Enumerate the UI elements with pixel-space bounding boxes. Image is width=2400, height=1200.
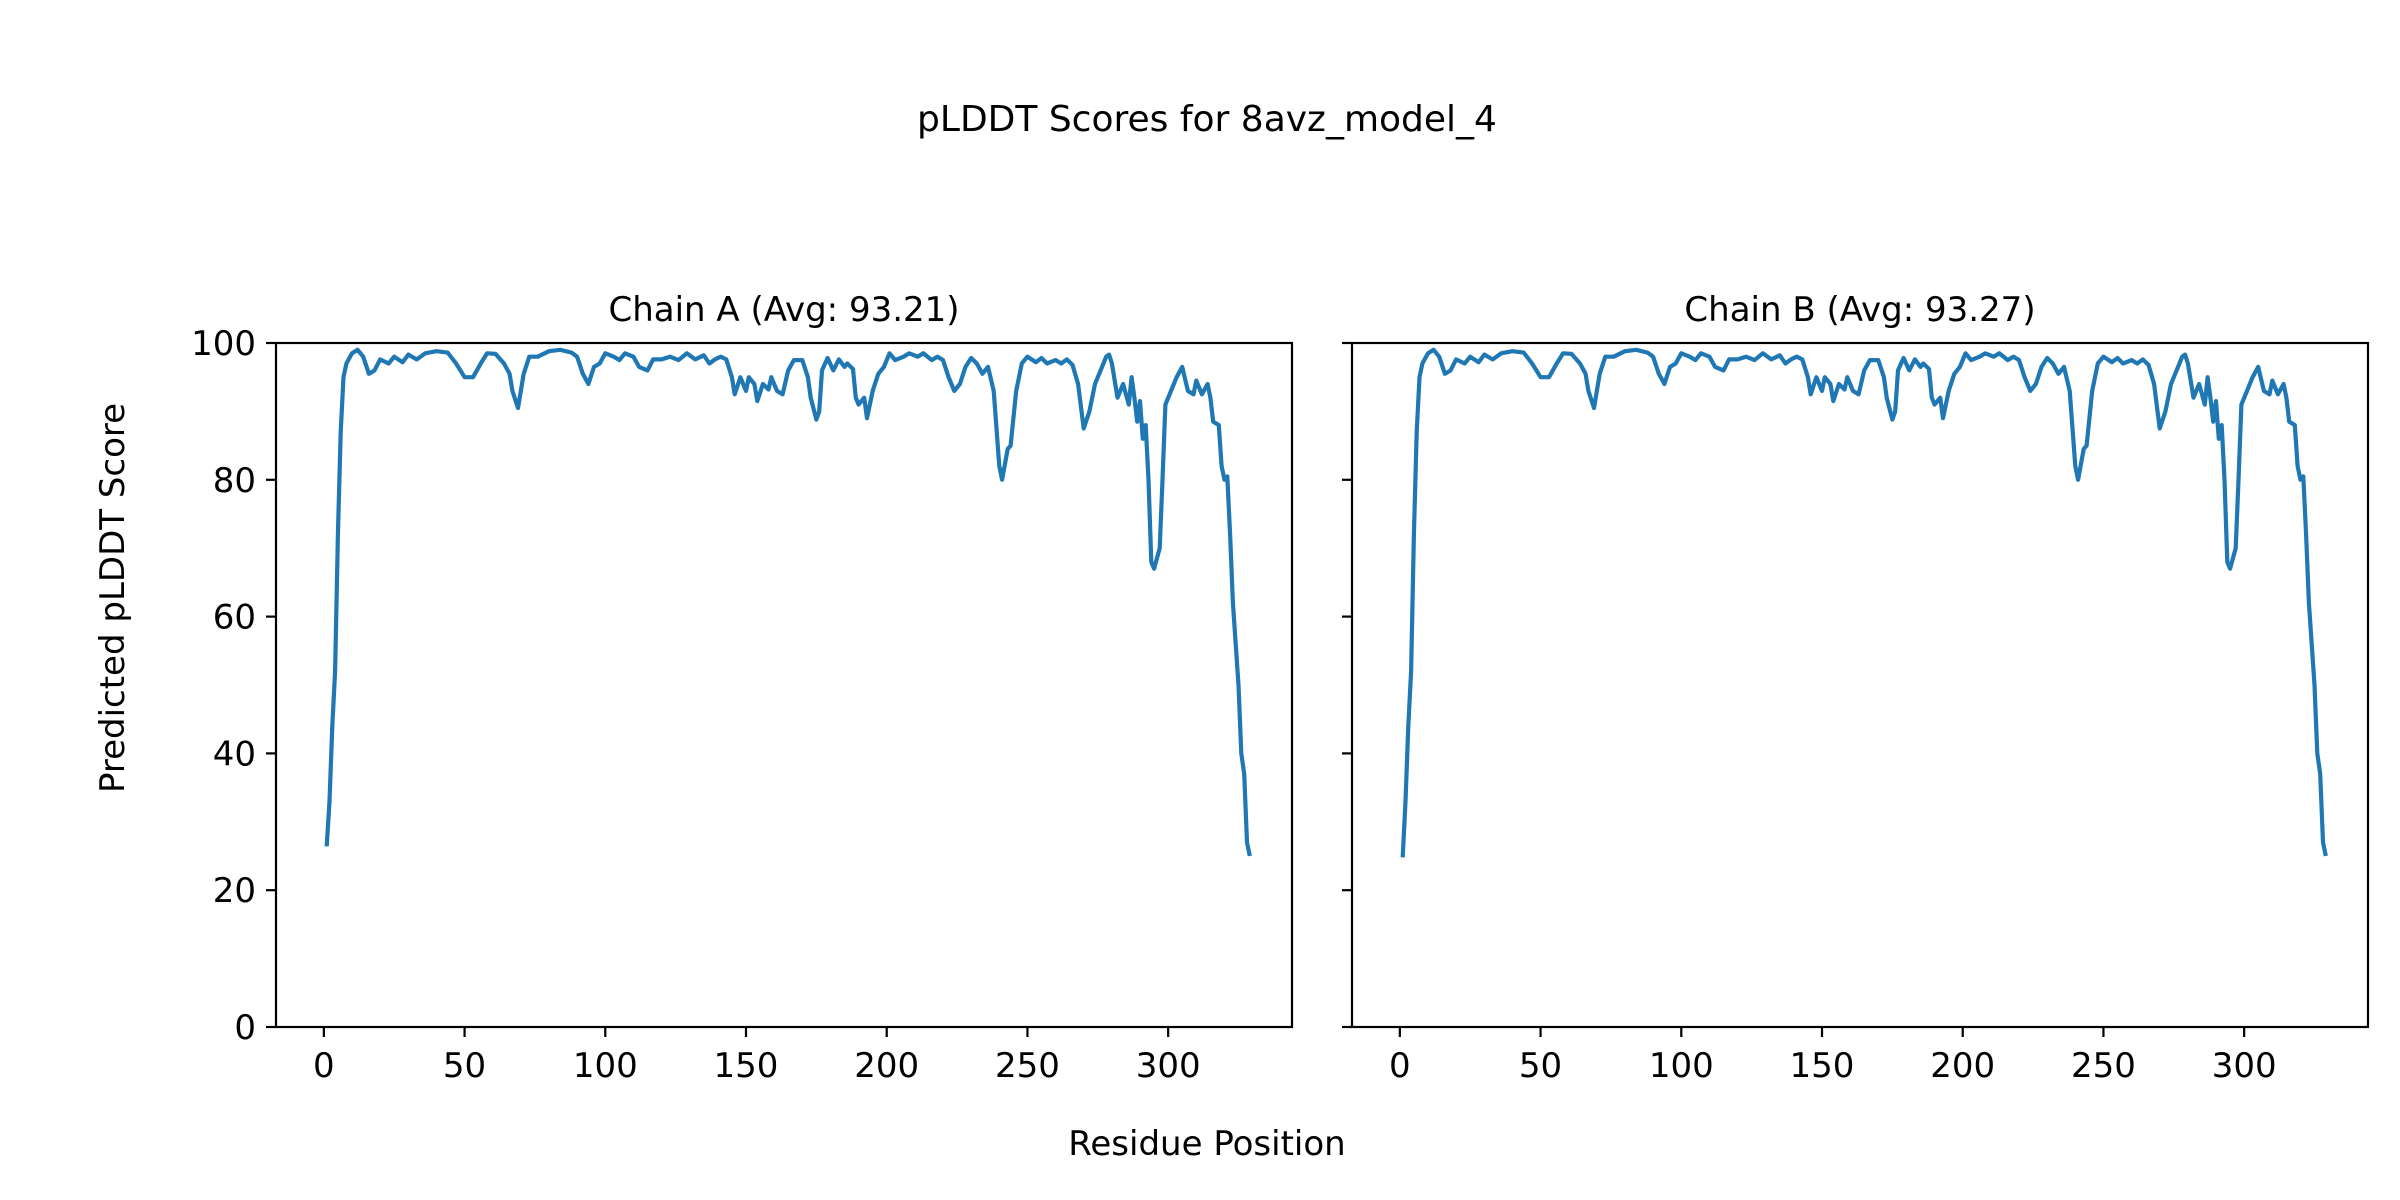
plddt-line [1400,347,2328,858]
x-tick-label: 100 [573,1046,638,1086]
x-tick-label: 100 [1649,1046,1714,1086]
y-tick-label: 40 [213,734,256,774]
x-tick-label: 150 [1790,1046,1855,1086]
axes-frame [274,341,1294,1029]
y-tick-label: 0 [234,1008,256,1048]
x-tick-label: 300 [1136,1046,1201,1086]
y-axis-label: Predicted pLDDT Score [93,403,133,793]
x-tick-label: 200 [854,1046,919,1086]
x-tick-label: 250 [2071,1046,2136,1086]
y-tick-label: 20 [213,871,256,911]
x-tick-label: 300 [2212,1046,2277,1086]
y-tick-label: 60 [213,598,256,638]
x-tick-label: 200 [1930,1046,1995,1086]
x-tick-label: 50 [443,1046,486,1086]
figure-title: pLDDT Scores for 8avz_model_4 [917,99,1497,140]
x-tick-label: 0 [313,1046,335,1086]
chart-panel-1: Chain A (Avg: 93.21) 0 50 100 150 200 250 300 0 2… [191,290,1294,1086]
x-axis-label: Residue Position [1068,1124,1345,1164]
y-tick-label: 80 [213,461,256,501]
panel-title: Chain B (Avg: 93.27) [1684,290,2035,330]
y-tick-label: 100 [191,324,256,364]
chart-panels: Chain A (Avg: 93.21)0 50 100 150 200 250 30002… [191,290,2370,1086]
x-tick-label: 250 [995,1046,1060,1086]
panel-title: Chain A (Avg: 93.21) [608,290,959,330]
axes-frame [1350,341,2370,1029]
chart-panel-2: Chain B (Avg: 93.27) 0 50 100 150 200 250 300 [1342,290,2370,1086]
x-tick-label: 0 [1389,1046,1411,1086]
x-tick-label: 150 [714,1046,779,1086]
x-tick-label: 50 [1519,1046,1562,1086]
plddt-line [324,347,1252,857]
